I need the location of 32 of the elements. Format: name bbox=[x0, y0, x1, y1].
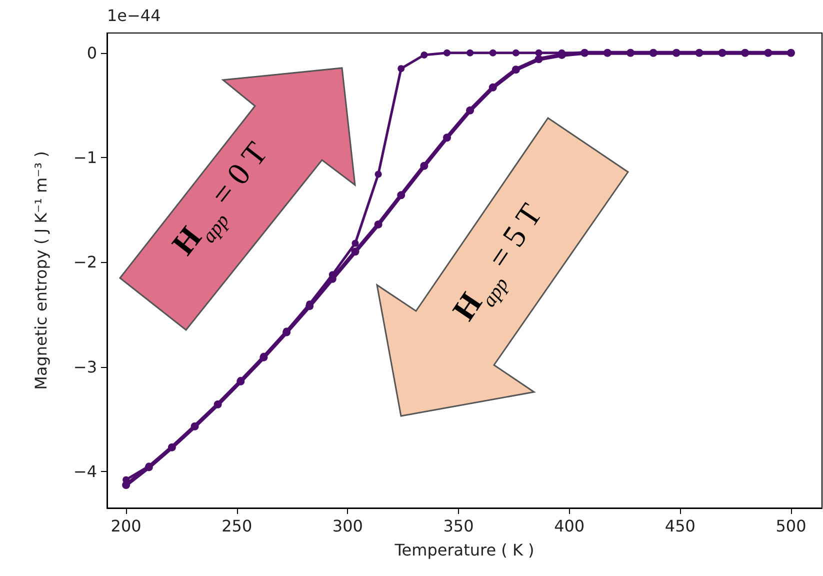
y-tick-label: 0 bbox=[86, 43, 97, 62]
x-tick-label: 200 bbox=[110, 516, 142, 536]
point bbox=[466, 49, 474, 56]
y-tick-label: −4 bbox=[73, 462, 97, 481]
point bbox=[444, 49, 450, 56]
point bbox=[512, 66, 520, 74]
x-tick-label: 350 bbox=[443, 516, 474, 536]
x-tick-label: 250 bbox=[222, 516, 252, 536]
point bbox=[352, 240, 359, 247]
point bbox=[489, 49, 496, 56]
x-tick-label: 400 bbox=[554, 516, 585, 536]
y-tick-label: −2 bbox=[73, 252, 97, 272]
y-tick-label: −1 bbox=[73, 148, 97, 168]
x-axis-title: Temperature ( K ) bbox=[394, 540, 534, 560]
x-tick-label: 450 bbox=[664, 516, 696, 536]
point bbox=[397, 191, 406, 200]
point bbox=[351, 248, 360, 256]
point bbox=[374, 170, 382, 178]
point bbox=[488, 83, 497, 92]
point bbox=[534, 55, 543, 64]
point bbox=[466, 106, 474, 114]
y-axis-title: Magnetic entropy ( J K⁻¹ m⁻³ ) bbox=[32, 151, 50, 390]
point bbox=[398, 65, 405, 72]
text: 1e−44 bbox=[107, 6, 161, 25]
x-tick-label: 300 bbox=[332, 516, 363, 536]
x-tick-label: 500 bbox=[776, 516, 806, 536]
point bbox=[443, 134, 451, 142]
point bbox=[512, 49, 520, 56]
point bbox=[420, 51, 428, 58]
point bbox=[420, 162, 428, 170]
y-tick-label: −3 bbox=[73, 357, 97, 376]
point bbox=[374, 220, 382, 228]
